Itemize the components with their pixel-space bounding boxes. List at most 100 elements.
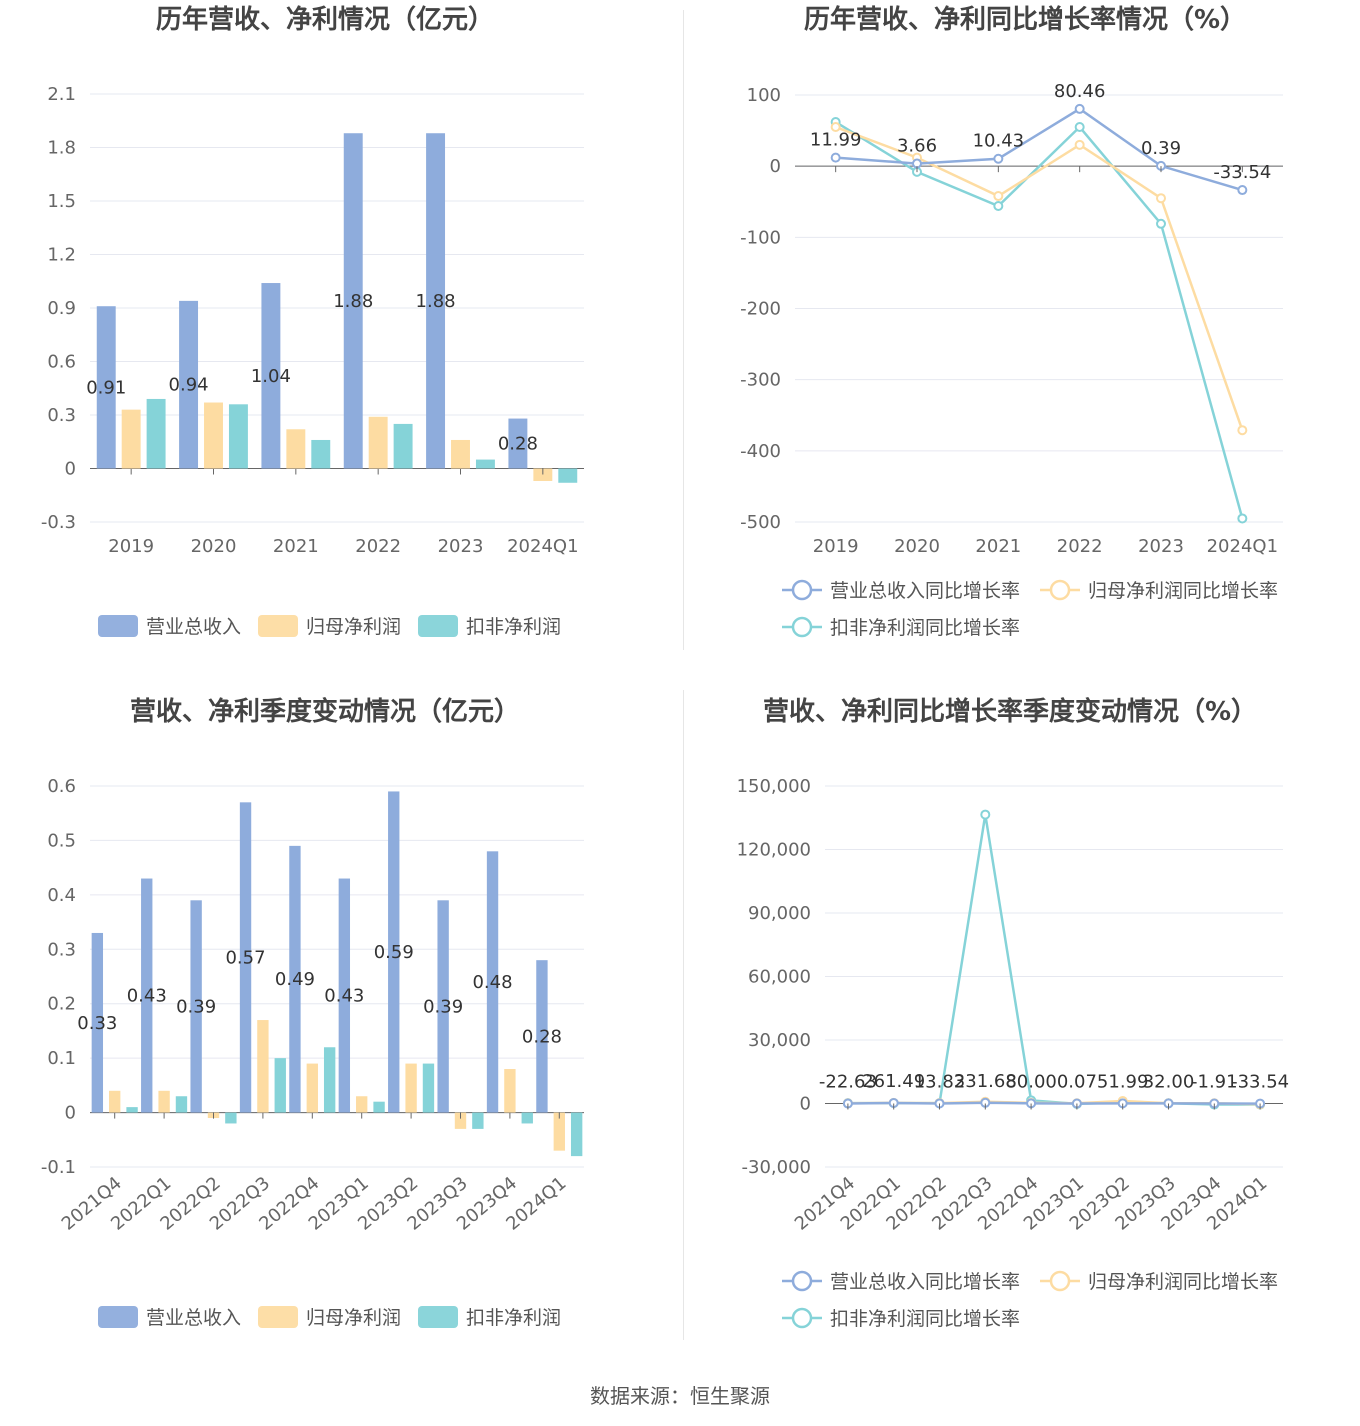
data-point [1237,513,1248,524]
panel-divider [683,690,684,1340]
x-tick-label: 2023 [1138,536,1184,557]
y-tick-label: 0.6 [47,776,76,797]
legend-marker [791,616,813,638]
bar [368,416,388,469]
y-tick-label: -500 [740,512,781,533]
data-label: 0.49 [275,969,315,990]
data-label: 13.82 [914,1071,966,1092]
x-tick-label: 2024Q1 [507,536,578,557]
data-label: 0.59 [374,942,414,963]
data-label: 0.94 [169,375,209,396]
legend-swatch [258,1306,298,1328]
data-label: 0.28 [522,1026,562,1047]
data-label: 0.57 [225,947,265,968]
data-label: 0.43 [324,986,364,1007]
data-label: 1.04 [251,366,291,387]
bar [536,960,548,1113]
y-tick-label: 0 [65,1103,76,1124]
data-label: -22.63 [819,1072,877,1093]
legend-marker [1049,1270,1071,1292]
legend-label: 扣非净利润同比增长率 [830,1308,1020,1330]
bar [225,1112,237,1124]
series-line [847,814,1261,1106]
panel-divider [683,10,684,650]
data-point [1074,122,1085,133]
bar [179,300,199,469]
data-source-note: 数据来源：恒生聚源 [590,1384,770,1408]
data-label: 3.66 [897,136,937,157]
bar [311,439,331,469]
y-tick-label: -30,000 [742,1157,811,1178]
quarterly-growth-panel: 营收、净利同比增长率季度变动情况（%） 150,000 120,000 90,000… [680,690,1360,1350]
data-point [1074,139,1085,150]
annual-values-panel: 历年营收、净利情况（亿元） 2.1 1.8 1.5 1.2 0.9 0.6 0.3 0 -0.3… [0,0,680,660]
data-point [993,201,1004,212]
data-label: 11.99 [810,130,862,151]
chart-title: 营收、净利季度变动情况（亿元） [129,697,520,727]
bar [289,845,301,1113]
bar [257,1020,269,1113]
data-point [1237,185,1248,196]
bar [121,409,141,469]
quarterly-values-panel: 营收、净利季度变动情况（亿元） 0.6 0.5 0.4 0.3 0.2 0.1 0 -0.1 0… [0,690,680,1350]
y-tick-label: 0.6 [47,352,76,373]
data-point [1237,425,1248,436]
data-label: 0.39 [176,996,216,1017]
y-tick-label: 2.1 [47,84,76,105]
legend-label: 营业总收入 [146,616,241,638]
y-tick-label: -400 [740,441,781,462]
bar [504,1069,516,1113]
data-point [993,153,1004,164]
bar [274,1058,286,1113]
data-label: 0.91 [86,377,126,398]
y-tick-label: -300 [740,370,781,391]
bar [486,851,499,1113]
bar [91,932,104,1113]
data-label: 0.48 [472,972,512,993]
x-tick-label: 2019 [813,536,859,557]
legend-label: 扣非净利润同比增长率 [830,617,1020,639]
y-tick-label: 0.4 [47,885,76,906]
y-tick-label: 0 [65,459,76,480]
x-tick-label: 2023 [438,536,484,557]
bar [451,439,470,469]
data-point [1074,103,1085,114]
y-tick-label: 0 [800,1094,811,1115]
data-label: 0.28 [498,434,538,455]
data-label: 0.39 [423,996,463,1017]
bar [475,459,495,469]
chart-title: 营收、净利同比增长率季度变动情况（%） [762,697,1258,727]
data-point [1156,193,1166,204]
bar [426,133,446,469]
y-tick-label: 150,000 [737,776,811,797]
bar [521,1112,533,1124]
data-label: 331.68 [954,1071,1017,1092]
x-tick-label: 2021 [975,536,1021,557]
y-tick-label: 30,000 [748,1030,811,1051]
y-tick-label: 1.5 [47,191,76,212]
y-tick-label: 0.1 [47,1048,76,1069]
bar [239,802,252,1113]
x-tick-label: 2020 [894,536,940,557]
bar [204,402,223,469]
y-tick-label: -100 [740,227,781,248]
x-tick-label: 2019 [108,536,154,557]
bar [146,398,166,469]
bar [306,1063,318,1113]
data-point [1156,218,1166,229]
x-tick-label: 2022 [355,536,401,557]
data-point [830,122,841,133]
quarterly-growth-chart: 150,000 120,000 90,000 60,000 30,000 0 -30,000… [737,776,1290,1330]
legend-swatch [258,615,298,637]
legend-swatch [418,1306,458,1328]
data-label: 1.88 [333,291,373,312]
bar [190,900,202,1113]
y-tick-label: 0.3 [47,405,76,426]
legend-swatch [418,615,458,637]
bar [570,1112,583,1157]
y-tick-label: 90,000 [748,903,811,924]
bar [388,791,400,1113]
bar [228,404,248,469]
y-tick-label: -200 [740,299,781,320]
data-label: 32.00 [1143,1071,1195,1092]
